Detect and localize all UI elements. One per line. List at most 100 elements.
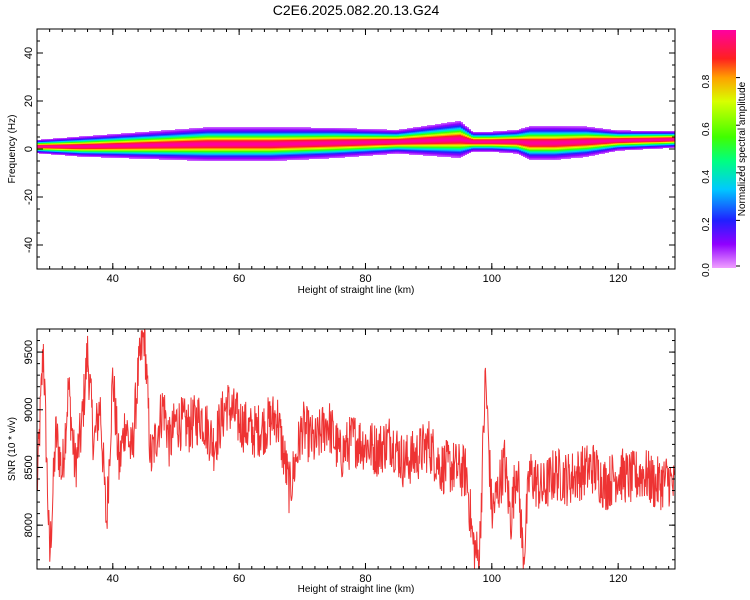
heatmap-cell <box>113 146 115 147</box>
heatmap-cell <box>157 135 159 136</box>
heatmap-cell <box>53 140 55 141</box>
heatmap-cell <box>315 149 317 150</box>
heatmap-cell <box>77 156 79 157</box>
heatmap-cell <box>275 129 277 130</box>
heatmap-cell <box>325 131 327 132</box>
heatmap-cell <box>259 133 261 134</box>
heatmap-cell <box>271 128 273 129</box>
heatmap-cell <box>347 135 349 136</box>
heatmap-cell <box>349 147 351 148</box>
heatmap-cell <box>367 142 369 143</box>
heatmap-cell <box>149 141 151 142</box>
heatmap-cell <box>341 151 343 152</box>
heatmap-cell <box>289 149 291 150</box>
heatmap-cell <box>105 137 107 138</box>
heatmap-cell <box>259 156 261 157</box>
heatmap-cell <box>73 148 75 149</box>
heatmap-cell <box>199 159 201 160</box>
heatmap-cell <box>369 138 371 139</box>
heatmap-cell <box>249 148 251 149</box>
heatmap-cell <box>225 158 227 159</box>
heatmap-cell <box>237 128 239 129</box>
heatmap-cell <box>317 158 319 159</box>
heatmap-cell <box>243 133 245 134</box>
heatmap-cell <box>77 155 79 156</box>
heatmap-cell <box>351 144 353 145</box>
heatmap-cell <box>55 139 57 140</box>
heatmap-cell <box>353 147 355 148</box>
heatmap-cell <box>255 158 257 159</box>
heatmap-cell <box>125 148 127 149</box>
heatmap-cell <box>55 141 57 142</box>
heatmap-cell <box>131 142 133 143</box>
heatmap-cell <box>243 137 245 138</box>
heatmap-cell <box>47 142 49 143</box>
heatmap-cell <box>249 154 251 155</box>
heatmap-cell <box>105 154 107 155</box>
heatmap-cell <box>323 137 325 138</box>
heatmap-cell <box>355 153 357 154</box>
heatmap-cell <box>253 156 255 157</box>
heatmap-cell <box>195 133 197 134</box>
heatmap-cell <box>215 147 217 148</box>
heatmap-cell <box>183 130 185 131</box>
heatmap-cell <box>219 153 221 154</box>
heatmap-cell <box>37 145 39 146</box>
heatmap-cell <box>155 140 157 141</box>
heatmap-cell <box>137 151 139 152</box>
heatmap-cell <box>337 132 339 133</box>
heatmap-cell <box>223 153 225 154</box>
heatmap-cell <box>105 142 107 143</box>
heatmap-cell <box>99 151 101 152</box>
heatmap-cell <box>363 137 365 138</box>
heatmap-cell <box>111 156 113 157</box>
heatmap-cell <box>217 134 219 135</box>
heatmap-cell <box>207 132 209 133</box>
heatmap-cell <box>373 146 375 147</box>
heatmap-cell <box>171 150 173 151</box>
heatmap-cell <box>95 155 97 156</box>
heatmap-cell <box>351 129 353 130</box>
heatmap-cell <box>381 151 383 152</box>
heatmap-cell <box>207 140 209 141</box>
heatmap-cell <box>209 145 211 146</box>
heatmap-cell <box>377 152 379 153</box>
heatmap-cell <box>201 149 203 150</box>
heatmap-cell <box>321 133 323 134</box>
heatmap-cell <box>243 142 245 143</box>
heatmap-cell <box>101 148 103 149</box>
heatmap-cell <box>75 139 77 140</box>
heatmap-cell <box>345 133 347 134</box>
heatmap-cell <box>131 158 133 159</box>
heatmap-cell <box>381 143 383 144</box>
heatmap-cell <box>195 135 197 136</box>
heatmap-cell <box>211 153 213 154</box>
heatmap-cell <box>163 159 165 160</box>
heatmap-cell <box>385 150 387 151</box>
heatmap-cell <box>173 142 175 143</box>
heatmap-cell <box>357 153 359 154</box>
heatmap-cell <box>353 130 355 131</box>
heatmap-cell <box>211 155 213 156</box>
heatmap-cell <box>335 151 337 152</box>
heatmap-cell <box>175 137 177 138</box>
heatmap-cell <box>363 148 365 149</box>
heatmap-cell <box>141 136 143 137</box>
heatmap-cell <box>127 137 129 138</box>
heatmap-cell <box>123 137 125 138</box>
heatmap-cell <box>267 154 269 155</box>
heatmap-cell <box>157 151 159 152</box>
heatmap-cell <box>255 151 257 152</box>
heatmap-cell <box>391 138 393 139</box>
heatmap-cell <box>301 152 303 153</box>
heatmap-cell <box>177 140 179 141</box>
heatmap-cell <box>369 137 371 138</box>
heatmap-cell <box>125 153 127 154</box>
heatmap-cell <box>59 149 61 150</box>
heatmap-cell <box>373 148 375 149</box>
heatmap-cell <box>77 146 79 147</box>
heatmap-cell <box>57 143 59 144</box>
heatmap-cell <box>227 150 229 151</box>
heatmap-cell <box>201 132 203 133</box>
heatmap-cell <box>253 153 255 154</box>
